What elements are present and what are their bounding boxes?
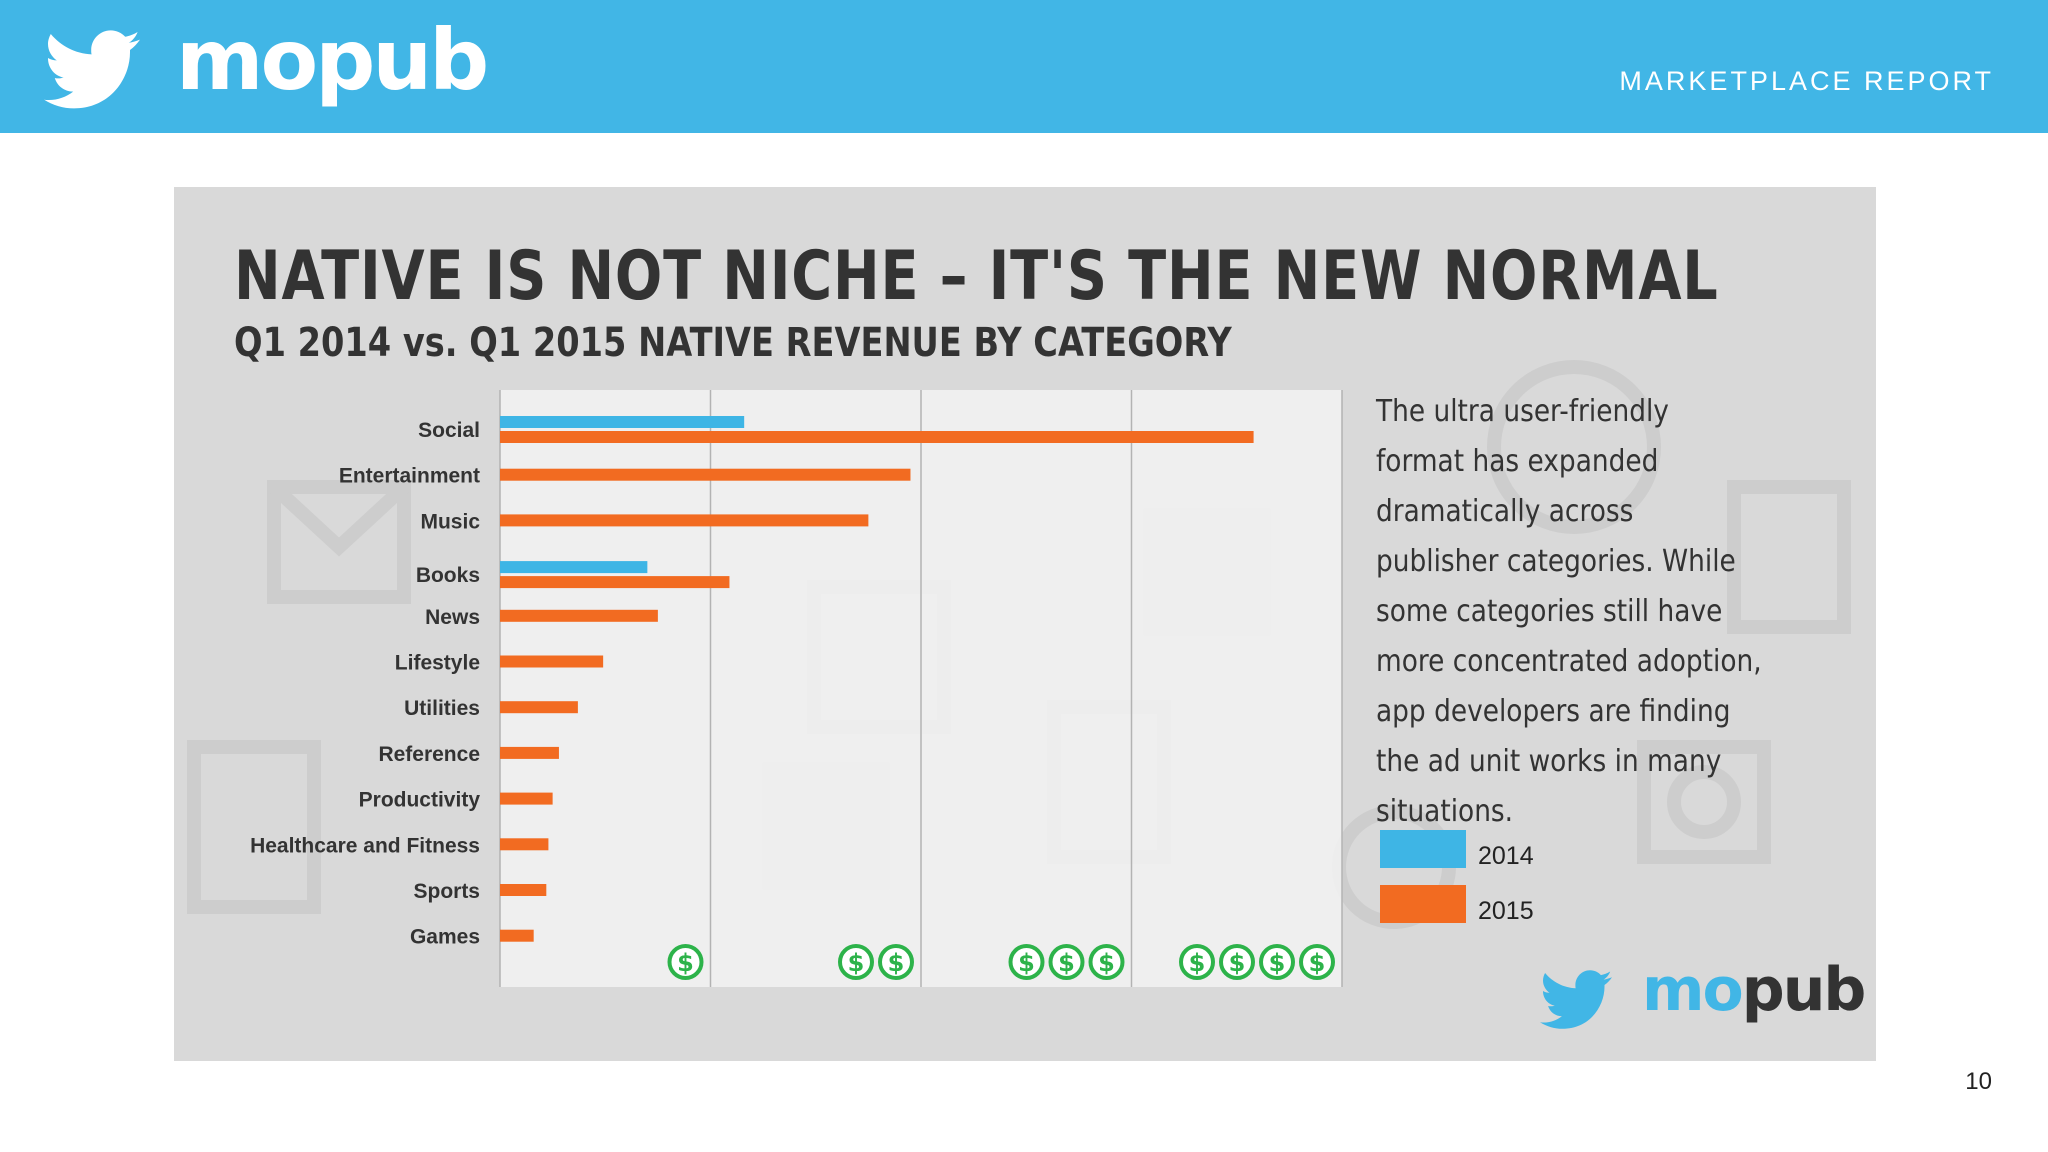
dollar-sign: $: [848, 949, 865, 977]
dollar-coin-icon: [1259, 944, 1295, 980]
x-tick-label-4: $$$$ $ $ $ $: [1179, 944, 1335, 980]
bar-2014-social: [500, 416, 745, 428]
legend-label-2014: 2014: [1478, 842, 1534, 870]
report-label: MARKETPLACE REPORT: [1619, 66, 1994, 96]
dollar-sign: $: [677, 949, 694, 977]
revenue-bar-chart: Social Entertainment Music Books News Lifesty…: [250, 390, 1343, 987]
dollar-sign: $: [888, 949, 905, 977]
category-label-books: Books: [416, 564, 480, 587]
bar-2015-social: [500, 431, 1254, 443]
slide-panel: NATIVE IS NOT NICHE – IT'S THE NEW NORMA…: [174, 187, 1876, 1061]
category-label-games: Games: [410, 926, 480, 949]
x-tick-label-1: $$: [667, 944, 704, 980]
category-label-sports: Sports: [413, 880, 480, 903]
dollar-sign: $: [1189, 949, 1206, 977]
page-number: 10: [1965, 1068, 1992, 1095]
dollar-sign: $: [1309, 949, 1326, 977]
dollar-sign: $: [1229, 949, 1246, 977]
dollar-coin-icon: [1179, 944, 1215, 980]
dollar-coin-icon: [1008, 944, 1045, 980]
bar-2015-reference: [500, 746, 559, 759]
bar-2015-lifestyle: [500, 655, 604, 668]
category-label-music: Music: [420, 510, 480, 533]
category-label-lifestyle: Lifestyle: [395, 652, 480, 675]
dollar-coin-icon: [1048, 944, 1085, 980]
twitter-bird-icon: [1540, 970, 1612, 1029]
dollar-coin-icon: [1219, 944, 1255, 980]
bar-2015-music: [500, 514, 869, 527]
legend-swatch-2015: [1380, 885, 1466, 923]
main-title: NATIVE IS NOT NICHE – IT'S THE NEW NORMA…: [234, 237, 1719, 316]
category-label-utilities: Utilities: [404, 697, 480, 720]
category-label-reference: Reference: [378, 743, 480, 766]
dollar-sign: $: [1269, 949, 1286, 977]
header-bar: mopub MARKETPLACE REPORT: [0, 0, 2048, 133]
category-label-news: News: [425, 606, 480, 629]
bar-2015-games: [500, 929, 534, 942]
category-label-healthcare-and-fitness: Healthcare and Fitness: [250, 834, 480, 857]
dollar-coin-icon: [667, 944, 704, 980]
dollar-coin-icon: [838, 944, 874, 980]
category-label-productivity: Productivity: [359, 789, 481, 812]
bar-2015-entertainment: [500, 468, 911, 481]
mopub-logo: mopub: [176, 11, 489, 109]
description-text: The ultra user-friendly format has expan…: [1376, 394, 1762, 829]
bar-2015-productivity: [500, 792, 553, 805]
legend-swatch-2014: [1380, 830, 1466, 868]
bar-2015-sports: [500, 884, 547, 896]
dollar-sign: $: [1098, 949, 1115, 977]
legend-label-2015: 2015: [1478, 897, 1534, 925]
category-label-entertainment: Entertainment: [339, 465, 480, 488]
bar-2015-books: [500, 576, 730, 589]
category-label-social: Social: [418, 419, 480, 442]
dollar-sign: $: [1018, 949, 1035, 977]
x-tick-label-2: $$ $ $: [838, 944, 914, 980]
footer-mopub-logo: mopub: [1642, 955, 1866, 1025]
bar-2015-utilities: [500, 701, 578, 714]
dollar-coin-icon: [1299, 944, 1335, 980]
dollar-sign: $: [1058, 949, 1075, 977]
x-tick-label-3: $$$ $ $ $: [1008, 944, 1125, 980]
bar-2015-healthcare-and-fitness: [500, 838, 549, 851]
bar-2015-news: [500, 609, 658, 622]
dollar-coin-icon: [1088, 944, 1125, 980]
twitter-bird-icon: [44, 30, 140, 109]
dollar-coin-icon: [878, 944, 914, 980]
sub-title: Q1 2014 vs. Q1 2015 NATIVE REVENUE BY CA…: [234, 320, 1232, 366]
bar-2014-books: [500, 561, 648, 574]
